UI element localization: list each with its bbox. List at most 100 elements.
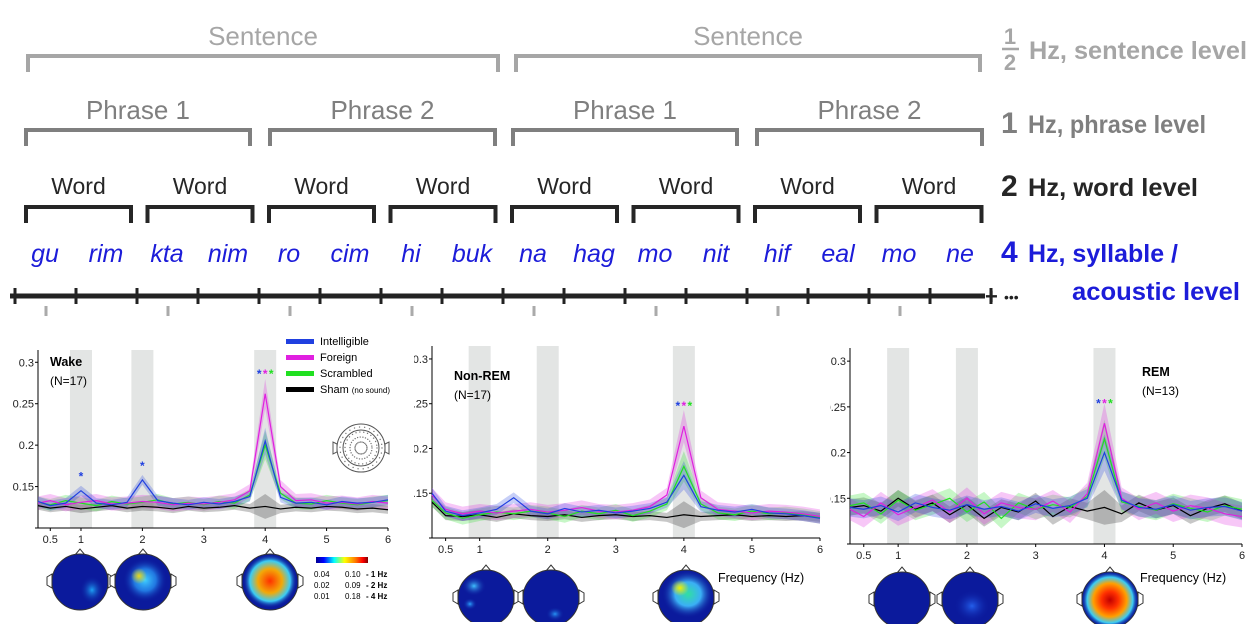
sensor-dot xyxy=(367,438,369,441)
panel-wake: 0.15 0.2 0.25 0.3 0.5 1 2 3 4 5 6 * * * * * Wake (N=17) In… xyxy=(8,330,408,622)
sensor-dot xyxy=(339,446,341,448)
panel-title: REM xyxy=(1142,365,1170,379)
significance-star: * xyxy=(1096,396,1101,410)
phrase-bracket xyxy=(268,128,497,146)
x-tick-label: 3 xyxy=(613,544,619,556)
y-tick-label: 0.3 xyxy=(414,354,428,366)
topomap-nose xyxy=(896,566,908,574)
sensor-dot xyxy=(366,432,369,435)
legend-label: Scrambled xyxy=(320,368,373,380)
sensor-dot xyxy=(367,467,369,469)
significance-star: * xyxy=(688,399,693,413)
panel-nonrem: 0.150.20.250.30.5123456***Non-REM(N=17)F… xyxy=(414,336,824,622)
sensor-dot xyxy=(376,434,379,436)
topomap-ears xyxy=(936,591,1004,607)
topomap-nose xyxy=(545,564,557,572)
frequency-band-highlight xyxy=(887,348,910,544)
sensor-dot xyxy=(344,446,346,449)
x-tick-label: 2 xyxy=(964,550,970,562)
topomap-ears xyxy=(517,589,585,605)
syllable-label: hi xyxy=(401,240,422,268)
sensor-dot xyxy=(350,460,353,462)
x-tick-label: 0.5 xyxy=(856,550,871,562)
topomap-nose xyxy=(264,548,276,556)
topomap-activation xyxy=(662,570,714,618)
sensor-dot xyxy=(357,442,359,444)
sensor-dot xyxy=(354,437,356,440)
syllable-label: gu xyxy=(31,240,59,268)
colorbar-freq: - 1 Hz xyxy=(366,570,387,579)
x-tick-label: 3 xyxy=(1033,550,1039,562)
word-label: Word xyxy=(294,173,349,199)
x-tick-label: 3 xyxy=(201,534,207,546)
sensor-dot xyxy=(358,441,360,443)
legend-label-text: Foreign xyxy=(320,352,357,364)
topomap-ears xyxy=(868,591,936,607)
sensor-dot xyxy=(347,464,350,466)
y-tick-label: 0.2 xyxy=(19,440,34,452)
significance-star: * xyxy=(269,367,274,381)
sensor-dot xyxy=(350,441,353,444)
sensor-dot xyxy=(370,449,373,452)
level-label: Hz, phrase level xyxy=(1028,111,1206,139)
sensor-dot xyxy=(341,456,343,458)
panel2-topomap xyxy=(936,566,1004,624)
sensor-dot xyxy=(363,431,365,433)
sensor-dot xyxy=(356,436,359,439)
syllable-label: cim xyxy=(331,240,370,268)
sensor-dot xyxy=(349,446,351,449)
sensor-dot xyxy=(345,432,347,435)
sensor-dot xyxy=(371,447,373,449)
level-number: 4 xyxy=(1001,236,1018,269)
sensor-dot xyxy=(366,446,368,448)
sensor-dot xyxy=(344,442,347,445)
phrase-label: Phrase 2 xyxy=(330,95,434,125)
y-tick-label: 0.15 xyxy=(830,493,846,505)
sensor-dot xyxy=(353,456,356,458)
y-tick-label: 0.15 xyxy=(414,488,428,500)
level-label-sentence: Hz, sentence level xyxy=(1029,37,1247,65)
colorbar-max: 0.18 xyxy=(345,592,361,601)
sensor-dot xyxy=(345,454,348,456)
x-axis-label: Frequency (Hz) xyxy=(1140,571,1226,585)
panel-subtitle: (N=17) xyxy=(50,374,87,388)
topomap-activation xyxy=(463,598,477,610)
topomap-ears xyxy=(652,589,720,605)
sensor-dot xyxy=(364,451,367,453)
sensor-dot xyxy=(348,436,351,438)
topomap-ears xyxy=(1076,591,1144,607)
syllable-label: mo xyxy=(638,240,673,268)
sensor-dot xyxy=(365,443,367,446)
x-tick-label: 4 xyxy=(1101,550,1107,562)
x-tick-label: 4 xyxy=(681,544,687,556)
syllable-label: eal xyxy=(821,240,856,268)
sensor-dot xyxy=(349,444,352,446)
linguistic-hierarchy-diagram: Sentence Sentence Phrase 1 Phrase 2 Phrase 1… xyxy=(10,21,1247,316)
series-error-band xyxy=(850,419,1242,529)
topomap-nose xyxy=(480,564,492,572)
sensor-dot xyxy=(355,444,357,446)
series-line-sham xyxy=(849,497,1243,520)
topomap-activation xyxy=(80,576,104,604)
chart-rem: 0.150.20.250.30.5123456***REM(N=13)Frequ… xyxy=(830,348,1245,624)
sensor-dot xyxy=(365,462,368,464)
y-tick-label: 0.25 xyxy=(414,399,428,411)
sensor-dot xyxy=(362,452,364,455)
sensor-dot xyxy=(356,457,358,459)
topomap-activation xyxy=(1082,572,1138,624)
topomap-activation xyxy=(462,576,486,596)
sensor-dot xyxy=(351,433,354,436)
sensor-dot xyxy=(342,436,344,439)
phrase-bracket xyxy=(24,128,252,146)
y-tick-label: 0.2 xyxy=(414,443,428,455)
syllable-label: hag xyxy=(573,240,615,268)
sensor-dot xyxy=(344,460,346,463)
word-bracket xyxy=(874,205,984,223)
phrase-bracket xyxy=(755,128,984,146)
series-line-intelligible xyxy=(431,474,821,519)
level-label: Hz, syllable / xyxy=(1028,240,1178,268)
series-error-band xyxy=(432,461,820,524)
sensor-dot xyxy=(375,461,378,463)
legend-label-text: Intelligible xyxy=(320,336,369,348)
